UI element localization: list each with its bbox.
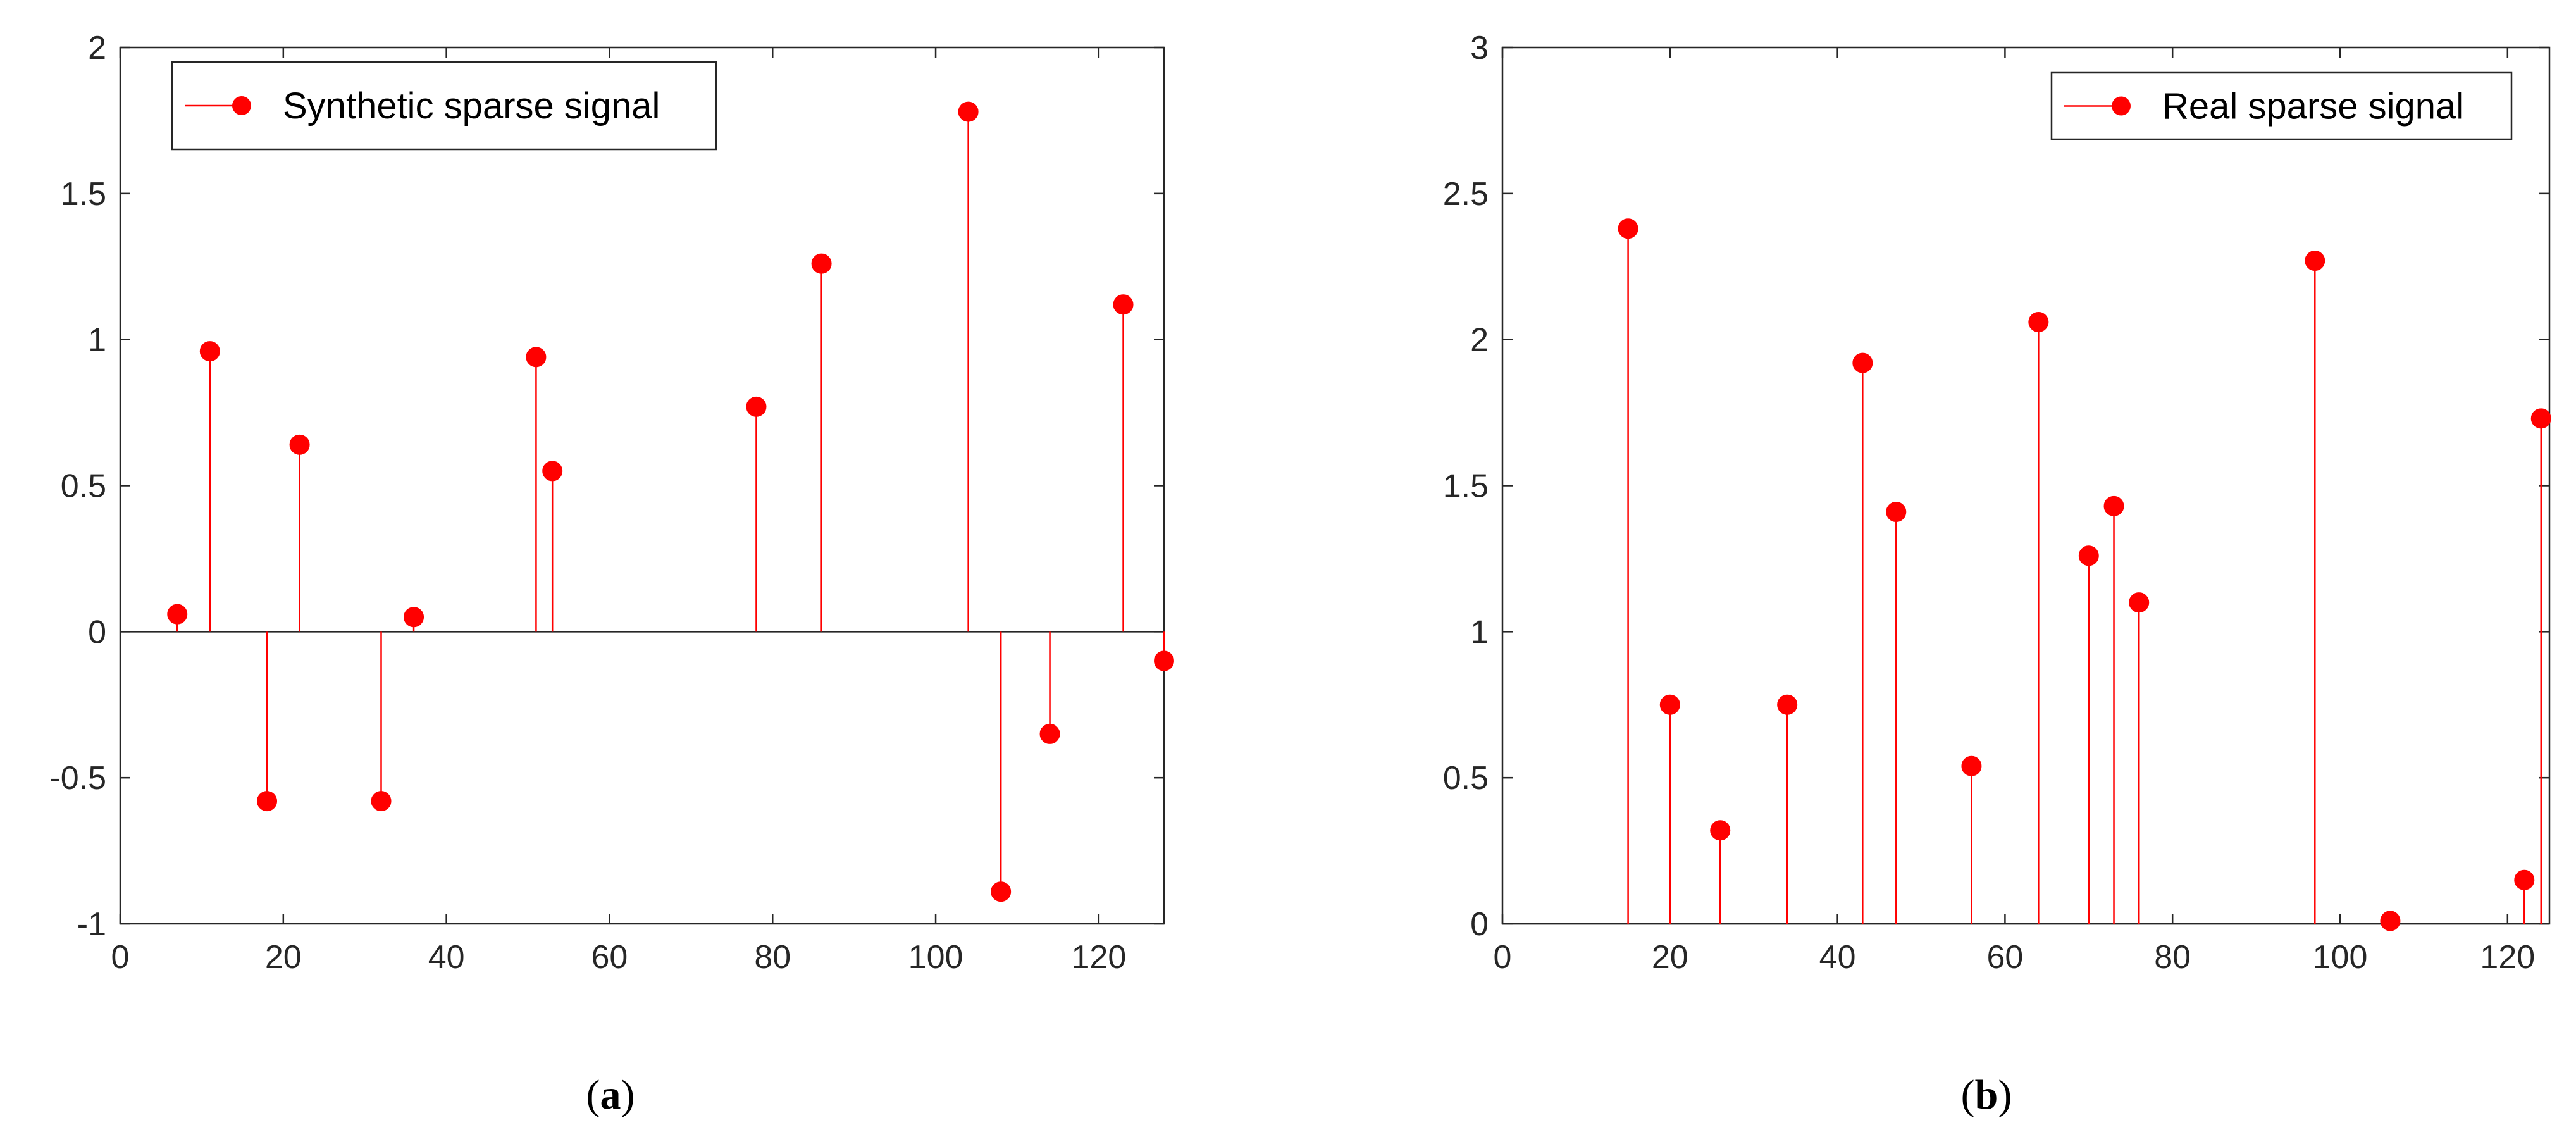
chart-a-caption: (a): [586, 1072, 635, 1118]
chart-a-data-point: [1154, 650, 1174, 671]
chart-a-ytick-label: 1: [88, 322, 106, 359]
chart-b-data-point: [1618, 218, 1638, 239]
chart-a-data-point: [991, 881, 1012, 902]
chart-b-ytick-label: 3: [1470, 30, 1489, 66]
chart-a-data-point: [289, 434, 310, 455]
chart-a-data-point: [199, 341, 220, 362]
chart-b-data-point: [2514, 869, 2535, 890]
chart-a: 0 20 40 60 80 100 120 -1 -0.5 0 0.5 1 1.5 2 Synthetic …: [49, 30, 1174, 1118]
chart-b-xtick-label: 120: [2480, 939, 2535, 976]
chart-a-ytick-label: -0.5: [49, 760, 106, 797]
chart-a-data-point: [811, 253, 832, 274]
chart-b-ytick-label: 2: [1470, 322, 1489, 359]
chart-b-data-point: [1710, 820, 1731, 841]
chart-a-data-point: [371, 791, 392, 812]
chart-b-data-point: [2103, 495, 2124, 516]
chart-b-xtick-label: 80: [2154, 939, 2191, 976]
chart-a-data-point: [167, 604, 188, 625]
chart-b-caption-label: b: [1975, 1072, 1998, 1118]
chart-a-plot-area: [119, 46, 1165, 925]
chart-a-data-point: [526, 347, 547, 368]
chart-a-data-point: [1039, 723, 1060, 744]
chart-b-data-point: [1852, 352, 1873, 373]
chart-b-ytick-label: 0.5: [1443, 760, 1489, 797]
chart-b-xtick-label: 100: [2313, 939, 2368, 976]
chart-a-ytick-label: 0: [88, 614, 106, 650]
chart-a-legend-box: [171, 61, 717, 151]
chart-a-xtick-label: 100: [908, 939, 963, 976]
chart-b-xtick-label: 40: [1819, 939, 1856, 976]
chart-b-xtick-label: 0: [1494, 939, 1512, 976]
chart-b-data-point: [2530, 408, 2551, 429]
chart-b-data-point: [2305, 251, 2325, 271]
chart-a-xtick-label: 40: [428, 939, 465, 976]
chart-a-caption-label: a: [600, 1072, 621, 1118]
chart-b-data-point: [1961, 755, 1982, 776]
chart-b-data-point: [1659, 694, 1680, 715]
chart-a-xtick-label: 60: [591, 939, 628, 976]
chart-b-ytick-label: 1: [1470, 614, 1489, 650]
chart-a-xtick-label: 120: [1071, 939, 1126, 976]
chart-a-ytick-label: 2: [88, 30, 106, 66]
chart-b: 0 20 40 60 80 100 120 0 0.5 1 1.5 2 2.5 3 Real sparse …: [1443, 30, 2551, 1118]
chart-a-data-point: [404, 607, 424, 628]
chart-b-ytick-label: 2.5: [1443, 176, 1489, 213]
chart-b-data-point: [2028, 311, 2049, 332]
chart-a-legend-label: Synthetic sparse signal: [283, 85, 660, 127]
chart-a-xtick-label: 20: [265, 939, 302, 976]
chart-b-plot-area: [1501, 46, 2551, 925]
chart-b-ytick-label: 0: [1470, 906, 1489, 943]
chart-a-data-point: [542, 461, 563, 482]
chart-a-ytick-label: -1: [77, 906, 106, 943]
chart-b-data-point: [2380, 911, 2401, 931]
chart-a-xtick-label: 0: [111, 939, 130, 976]
chart-a-xtick-label: 80: [754, 939, 791, 976]
chart-b-data-point: [2078, 545, 2099, 566]
chart-b-ytick-label: 1.5: [1443, 468, 1489, 505]
chart-a-ytick-label: 1.5: [61, 176, 106, 213]
chart-b-data-point: [1777, 694, 1798, 715]
chart-b-caption: (b): [1961, 1072, 2012, 1118]
chart-a-data-point: [746, 396, 767, 417]
chart-b-data-point: [1886, 502, 1907, 523]
chart-a-data-point: [257, 791, 278, 812]
chart-a-legend-marker: [232, 96, 251, 115]
chart-b-legend-label: Real sparse signal: [2162, 86, 2464, 127]
chart-b-legend-marker: [2112, 96, 2131, 116]
chart-a-data-point: [1113, 294, 1134, 315]
chart-a-ytick-label: 0.5: [61, 468, 106, 505]
chart-b-data-point: [2129, 592, 2150, 613]
chart-a-data-point: [958, 101, 979, 122]
chart-b-xtick-label: 20: [1652, 939, 1688, 976]
chart-b-xtick-label: 60: [1986, 939, 2023, 976]
